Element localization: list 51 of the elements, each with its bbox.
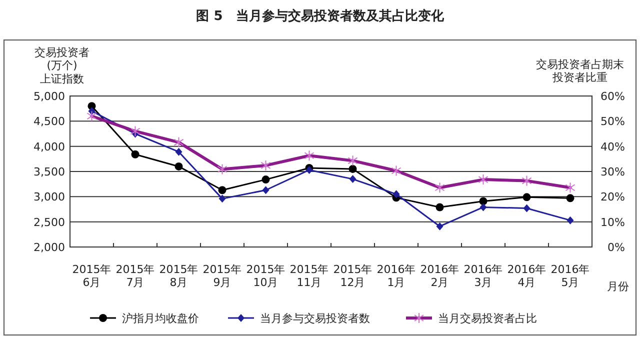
point	[218, 186, 226, 194]
y-tick-label: 2,000	[34, 241, 65, 254]
point	[218, 194, 226, 203]
y2-tick-label: 20%	[600, 190, 625, 204]
y2-tick-label: 0%	[608, 241, 625, 254]
point	[436, 203, 444, 212]
x-tick-label: 2015年 9月	[202, 263, 242, 290]
y2-tick-label: 60%	[600, 90, 625, 103]
y2-tick-label: 10%	[600, 216, 625, 229]
point	[175, 148, 182, 156]
x-tick-label: 2015年 12月	[333, 263, 372, 290]
x-tick-label: 2016年 4月	[507, 263, 546, 290]
point	[349, 175, 356, 184]
y-tick-label: 2,500	[34, 216, 65, 229]
x-tick-label: 2016年 1月	[376, 263, 416, 290]
point	[523, 204, 530, 212]
point	[479, 197, 488, 206]
point	[262, 176, 270, 184]
point	[262, 186, 270, 194]
point	[566, 216, 574, 224]
y-tick-label: 5,000	[34, 90, 65, 103]
point	[174, 162, 183, 170]
y2-tick-label: 50%	[600, 115, 625, 128]
chart-title: 图 5 当月参与交易投资者数及其占比变化	[196, 8, 445, 24]
y-tick-label: 4,500	[34, 115, 65, 128]
x-axis-title: 月份	[607, 280, 629, 293]
point	[392, 190, 400, 198]
x-tick-label: 2015年 8月	[159, 263, 198, 290]
y-tick-label: 3,000	[34, 190, 65, 204]
y-axis-title: 交易投资者 (万个) 上证指数	[34, 46, 90, 86]
point	[436, 222, 444, 230]
point	[522, 193, 531, 202]
x-tick-label: 2016年 3月	[464, 263, 503, 290]
legend-label: 当月参与交易投资者数	[260, 312, 370, 325]
y-tick-label: 4,000	[34, 140, 65, 154]
point	[566, 194, 574, 202]
point	[480, 203, 487, 212]
y-tick-label: 3,500	[34, 166, 65, 178]
x-tick-label: 2016年 2月	[420, 263, 460, 290]
legend-label: 当月交易投资者占比	[438, 312, 537, 325]
legend-label: 沪指月均收盘价	[122, 312, 199, 325]
x-tick-label: 2015年 11月	[290, 263, 329, 290]
x-tick-label: 2015年 10月	[246, 263, 286, 290]
x-tick-label: 2015年 7月	[116, 263, 155, 290]
y2-tick-label: 30%	[600, 166, 625, 178]
point	[348, 164, 357, 173]
y2-axis-title: 交易投资者占期末投资者比重	[536, 58, 624, 84]
y2-tick-label: 40%	[600, 140, 625, 154]
x-tick-label: 2016年 5月	[550, 263, 590, 290]
point	[131, 150, 140, 158]
x-tick-label: 2015年 6月	[72, 263, 112, 290]
